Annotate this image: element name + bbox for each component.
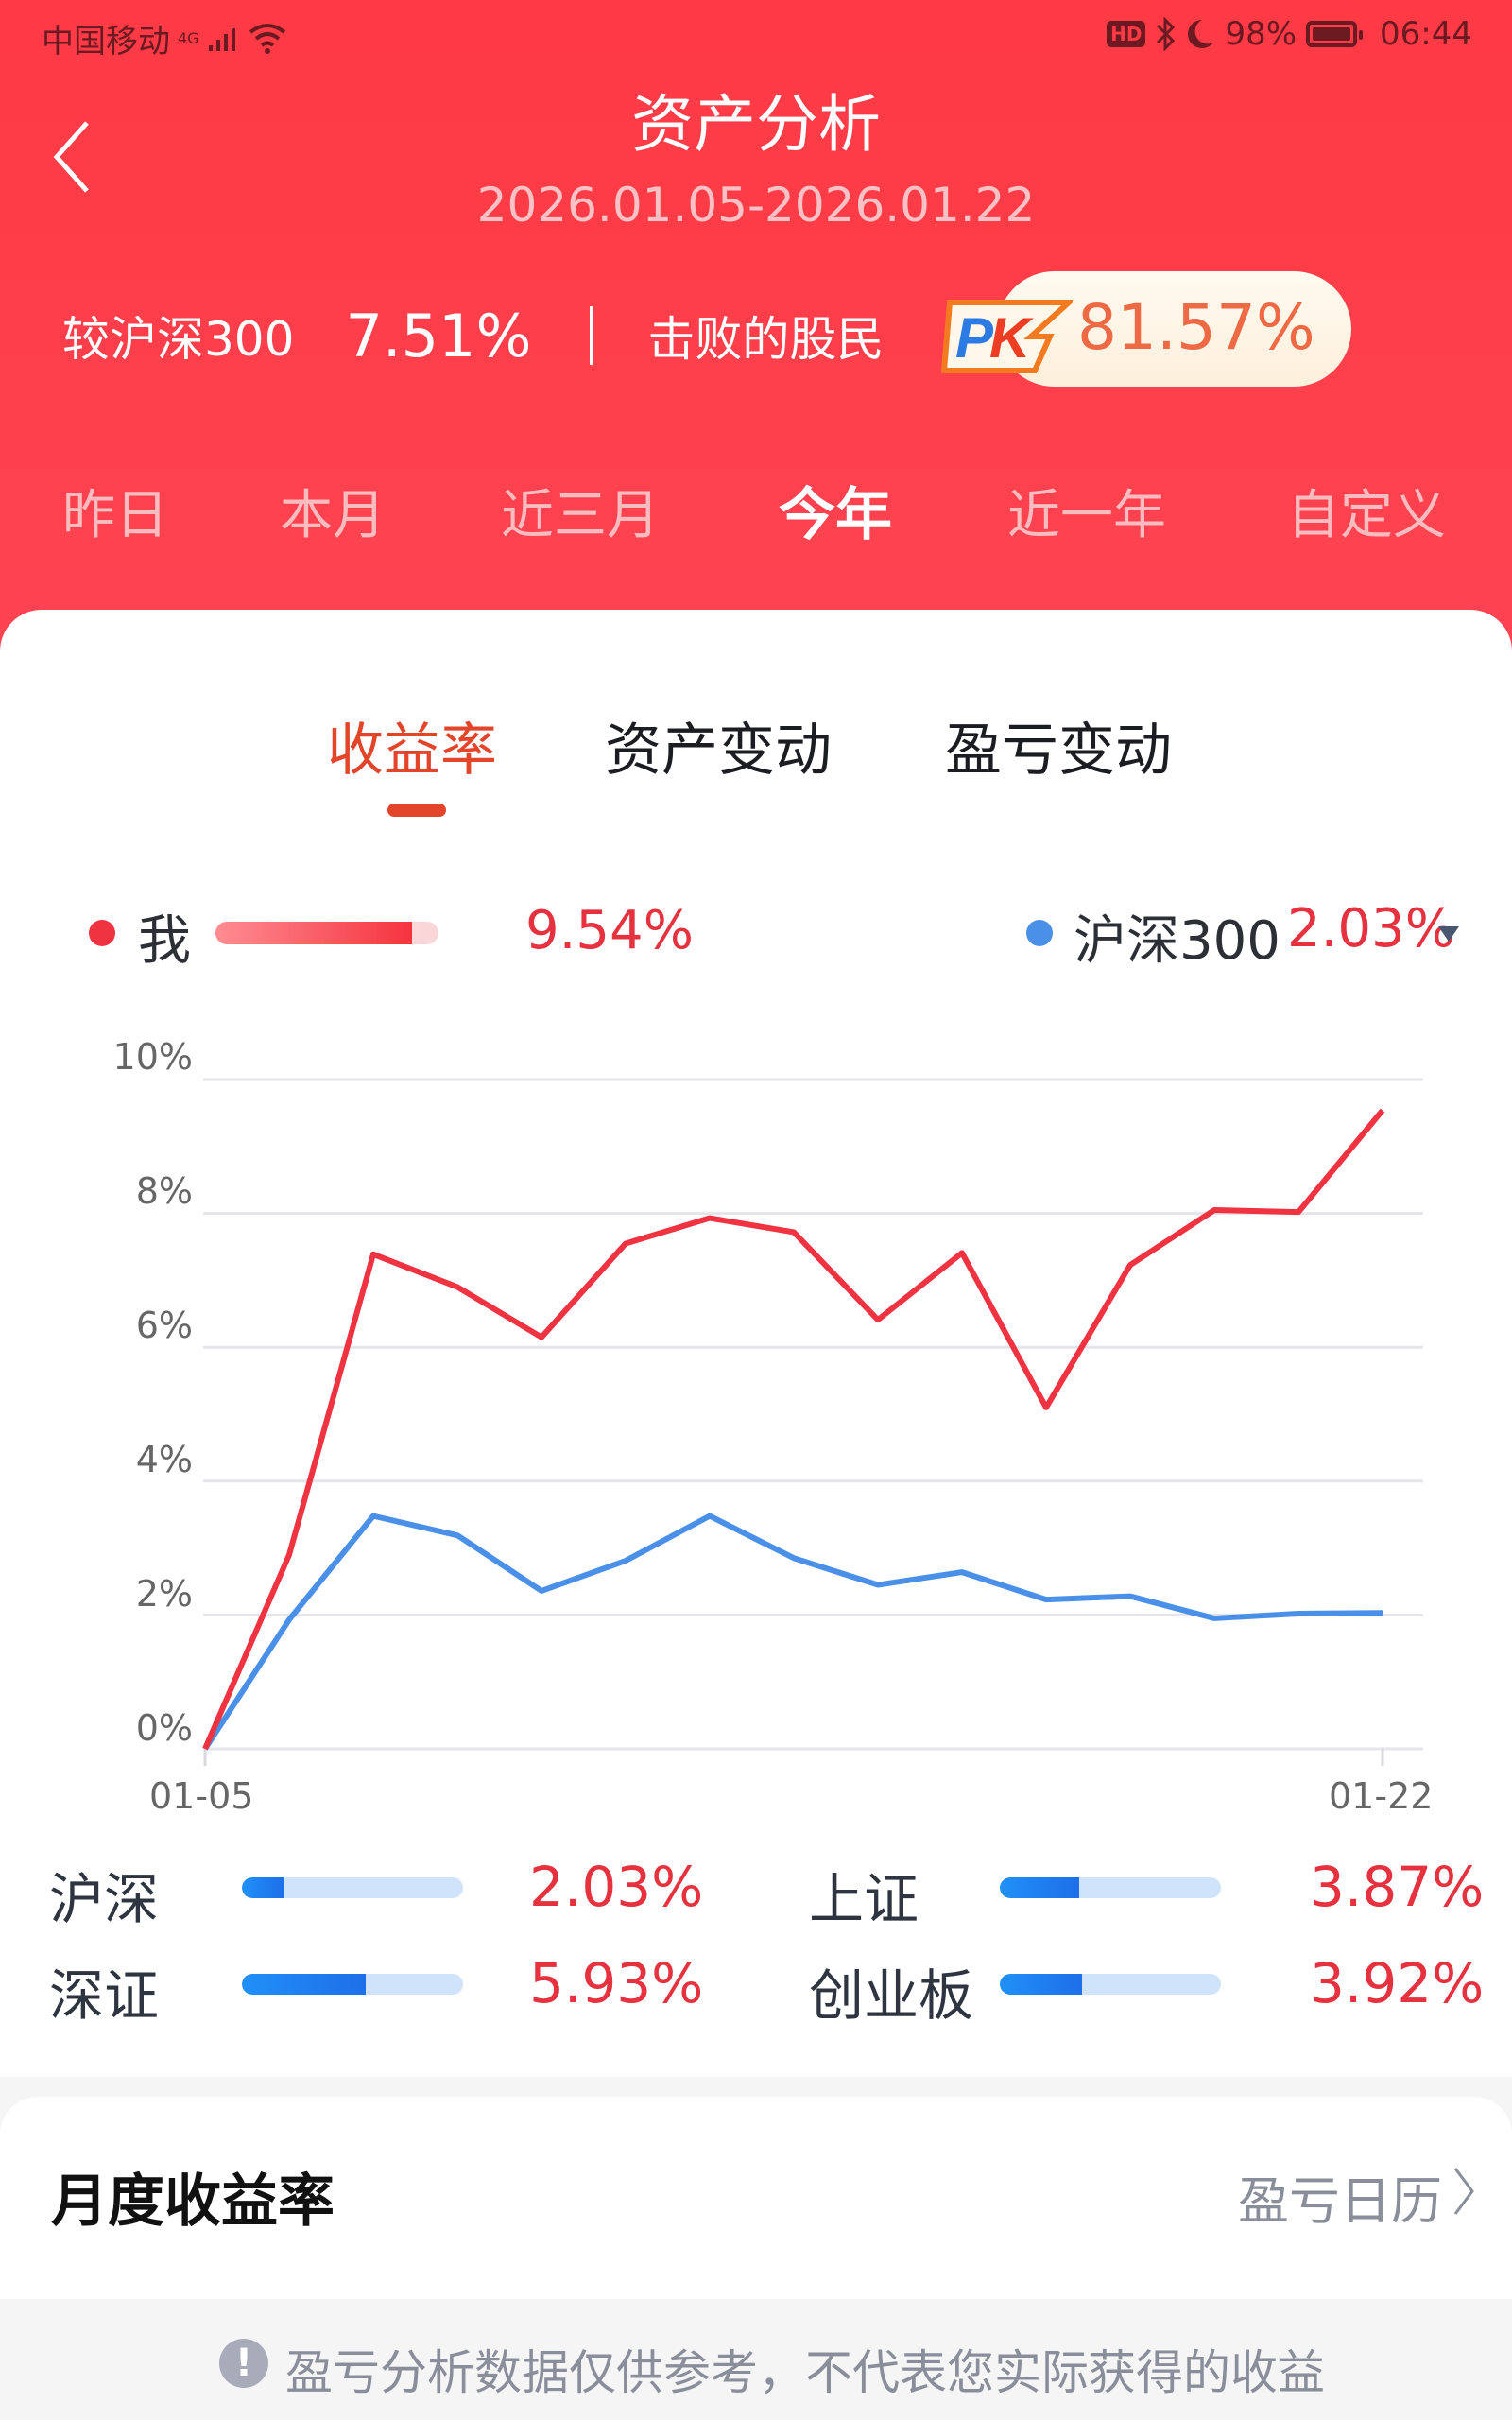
index-value-hs: 2.03% bbox=[529, 1855, 704, 1919]
me-legend-dot bbox=[89, 920, 115, 946]
bluetooth-icon bbox=[1157, 17, 1176, 51]
divider bbox=[590, 306, 593, 365]
svg-text:P: P bbox=[955, 306, 994, 370]
x-tick-start: 01-05 bbox=[149, 1775, 254, 1817]
return-line-chart[interactable] bbox=[0, 1021, 1512, 1834]
period-tab-three-months[interactable]: 近三月 bbox=[501, 485, 660, 546]
period-tab-custom[interactable]: 自定义 bbox=[1287, 485, 1446, 546]
monthly-return-title: 月度收益率 bbox=[51, 2169, 335, 2235]
beat-value: 81.57% bbox=[1077, 291, 1315, 364]
index-name-cyb: 创业板 bbox=[809, 1963, 974, 2028]
wifi-icon bbox=[249, 23, 285, 54]
hd-icon: HD bbox=[1107, 21, 1146, 47]
y-tick-2: 2% bbox=[135, 1573, 193, 1615]
tab-asset-change[interactable]: 资产变动 bbox=[605, 717, 832, 784]
monthly-return-card bbox=[0, 2097, 1512, 2299]
me-legend-label: 我 bbox=[138, 910, 191, 972]
period-tabs: 昨日 本月 近三月 今年 近一年 自定义 bbox=[0, 473, 1512, 558]
network-type: 4G bbox=[178, 29, 199, 47]
beat-label: 击败的股民 bbox=[647, 312, 885, 367]
dropdown-triangle-icon[interactable] bbox=[1436, 925, 1461, 943]
info-icon: ! bbox=[219, 2339, 268, 2388]
summary-row: 较沪深300 7.51% 击败的股民 bbox=[62, 293, 884, 378]
benchmark-selector[interactable]: 沪深300 bbox=[1074, 910, 1280, 972]
index-bar-cyb bbox=[1000, 1974, 1221, 1995]
tab-return-rate[interactable]: 收益率 bbox=[327, 717, 497, 784]
y-tick-10: 10% bbox=[112, 1036, 193, 1078]
y-tick-8: 8% bbox=[135, 1170, 193, 1212]
index-value-sz: 5.93% bbox=[529, 1951, 704, 2015]
index-value-sh: 3.87% bbox=[1310, 1855, 1485, 1919]
me-return-value: 9.54% bbox=[525, 900, 694, 961]
carrier-label: 中国移动 bbox=[42, 23, 170, 60]
battery-icon bbox=[1306, 21, 1364, 47]
active-tab-indicator bbox=[387, 804, 446, 817]
index-name-sh: 上证 bbox=[809, 1867, 919, 1931]
pnl-calendar-link[interactable]: 盈亏日历 bbox=[1238, 2171, 1442, 2231]
date-range: 2026.01.05-2026.01.22 bbox=[476, 178, 1036, 233]
index-bar-sh bbox=[1000, 1877, 1221, 1898]
index-value-cyb: 3.92% bbox=[1310, 1951, 1485, 2015]
period-tab-one-year[interactable]: 近一年 bbox=[1007, 485, 1166, 546]
x-tick-end: 01-22 bbox=[1329, 1775, 1434, 1817]
period-tab-this-month[interactable]: 本月 bbox=[280, 485, 386, 546]
index-name-hs: 沪深 bbox=[49, 1867, 160, 1931]
benchmark-legend-dot bbox=[1026, 920, 1053, 946]
pk-badge-icon: P K bbox=[940, 300, 1073, 373]
chevron-right-icon[interactable] bbox=[1452, 2165, 1476, 2218]
index-bar-hs bbox=[242, 1877, 463, 1898]
pk-pill[interactable] bbox=[997, 271, 1351, 387]
me-legend-bar bbox=[215, 922, 438, 944]
period-tab-yesterday[interactable]: 昨日 bbox=[62, 485, 168, 546]
page-title: 资产分析 bbox=[631, 88, 881, 161]
vs-benchmark-value: 7.51% bbox=[345, 301, 532, 371]
disclaimer-text: 盈亏分析数据仅供参考，不代表您实际获得的收益 bbox=[285, 2345, 1325, 2400]
tab-pnl-change[interactable]: 盈亏变动 bbox=[945, 717, 1172, 784]
index-name-sz: 深证 bbox=[49, 1963, 160, 2028]
period-tab-this-year[interactable]: 今年 bbox=[779, 482, 892, 548]
back-button[interactable] bbox=[45, 119, 102, 195]
svg-text:K: K bbox=[989, 306, 1034, 370]
clock: 06:44 bbox=[1380, 15, 1472, 53]
vs-benchmark-label: 较沪深300 bbox=[62, 312, 295, 367]
moon-icon bbox=[1188, 20, 1214, 48]
returns-card bbox=[0, 610, 1512, 2077]
status-bar: 中国移动 4G HD 98% 06:44 bbox=[0, 0, 1512, 66]
signal-icon bbox=[208, 27, 235, 51]
y-tick-4: 4% bbox=[135, 1439, 193, 1480]
index-bar-sz bbox=[242, 1974, 463, 1995]
benchmark-return-value: 2.03% bbox=[1287, 898, 1455, 959]
y-tick-6: 6% bbox=[135, 1305, 193, 1346]
battery-percent: 98% bbox=[1225, 15, 1297, 53]
y-tick-0: 0% bbox=[135, 1707, 193, 1749]
